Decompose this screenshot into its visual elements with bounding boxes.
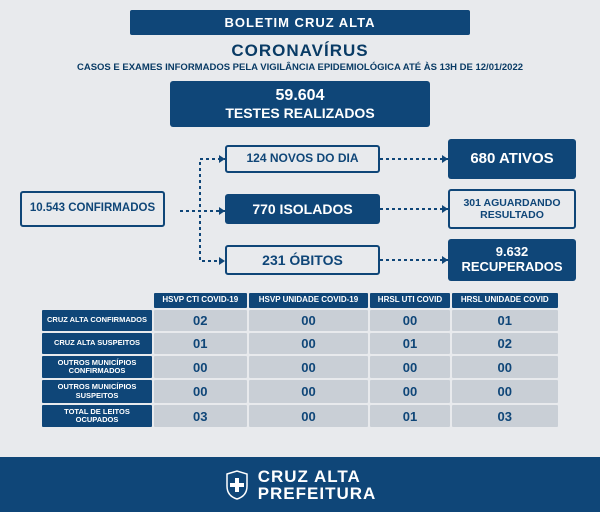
table-cell: 00 — [154, 356, 247, 379]
table-cell: 00 — [154, 380, 247, 403]
table-row: TOTAL DE LEITOS OCUPADOS03000103 — [42, 405, 558, 428]
deaths-text: 231 ÓBITOS — [262, 252, 343, 268]
table-cell: 00 — [370, 356, 449, 379]
table-cell: 00 — [370, 380, 449, 403]
table-cell: 01 — [452, 310, 558, 331]
recovered-box: 9.632 RECUPERADOS — [448, 239, 576, 281]
table-row: CRUZ ALTA SUSPEITOS01000102 — [42, 333, 558, 354]
waiting-label: RESULTADO — [480, 209, 544, 221]
new-cases-text: 124 NOVOS DO DIA — [246, 152, 358, 166]
active-box: 680 ATIVOS — [448, 139, 576, 179]
table-row: OUTROS MUNICÍPIOS CONFIRMADOS00000000 — [42, 356, 558, 379]
banner: BOLETIM CRUZ ALTA — [130, 10, 470, 35]
footer-name: CRUZ ALTA — [258, 468, 377, 485]
col-header: HSVP CTI COVID-19 — [154, 293, 247, 308]
crest-icon — [224, 470, 250, 500]
table-cell: 01 — [370, 333, 449, 354]
table-cell: 01 — [154, 333, 247, 354]
table-cell: 00 — [370, 310, 449, 331]
table-cell: 00 — [249, 310, 369, 331]
table-cell: 00 — [249, 380, 369, 403]
table-row: CRUZ ALTA CONFIRMADOS02000001 — [42, 310, 558, 331]
footer-text: CRUZ ALTA PREFEITURA — [258, 468, 377, 502]
table-cell: 00 — [452, 356, 558, 379]
table-cell: 00 — [452, 380, 558, 403]
table-cell: 00 — [249, 405, 369, 428]
table-cell: 00 — [249, 356, 369, 379]
confirmed-text: 10.543 CONFIRMADOS — [30, 202, 155, 215]
page-title: CORONAVÍRUS — [0, 41, 600, 61]
page-subtitle: CASOS E EXAMES INFORMADOS PELA VIGILÂNCI… — [0, 62, 600, 73]
table-cell: 03 — [452, 405, 558, 428]
table-cell: 02 — [154, 310, 247, 331]
row-header: OUTROS MUNICÍPIOS CONFIRMADOS — [42, 356, 152, 379]
isolated-text: 770 ISOLADOS — [252, 201, 352, 217]
row-header: CRUZ ALTA CONFIRMADOS — [42, 310, 152, 331]
table-header-row: HSVP CTI COVID-19 HSVP UNIDADE COVID-19 … — [42, 293, 558, 308]
waiting-num: 301 AGUARDANDO — [463, 197, 560, 209]
table-cell: 02 — [452, 333, 558, 354]
tests-number: 59.604 — [276, 87, 325, 105]
col-header: HSVP UNIDADE COVID-19 — [249, 293, 369, 308]
empty-corner — [42, 293, 152, 308]
tests-box: 59.604 TESTES REALIZADOS — [170, 81, 430, 127]
deaths-box: 231 ÓBITOS — [225, 245, 380, 275]
table-cell: 00 — [249, 333, 369, 354]
beds-table-wrap: HSVP CTI COVID-19 HSVP UNIDADE COVID-19 … — [40, 291, 560, 429]
table-cell: 01 — [370, 405, 449, 428]
table-row: OUTROS MUNICÍPIOS SUSPEITOS00000000 — [42, 380, 558, 403]
isolated-box: 770 ISOLADOS — [225, 194, 380, 224]
recovered-label: RECUPERADOS — [461, 260, 562, 275]
footer-sub: PREFEITURA — [258, 485, 377, 502]
new-cases-box: 124 NOVOS DO DIA — [225, 145, 380, 173]
footer: CRUZ ALTA PREFEITURA — [0, 457, 600, 512]
col-header: HRSL UNIDADE COVID — [452, 293, 558, 308]
row-header: OUTROS MUNICÍPIOS SUSPEITOS — [42, 380, 152, 403]
row-header: CRUZ ALTA SUSPEITOS — [42, 333, 152, 354]
confirmed-box: 10.543 CONFIRMADOS — [20, 191, 165, 227]
table-cell: 03 — [154, 405, 247, 428]
waiting-box: 301 AGUARDANDO RESULTADO — [448, 189, 576, 229]
col-header: HRSL UTI COVID — [370, 293, 449, 308]
active-text: 680 ATIVOS — [470, 150, 553, 167]
recovered-num: 9.632 — [496, 245, 529, 260]
tests-label: TESTES REALIZADOS — [225, 105, 374, 121]
row-header: TOTAL DE LEITOS OCUPADOS — [42, 405, 152, 428]
beds-table: HSVP CTI COVID-19 HSVP UNIDADE COVID-19 … — [40, 291, 560, 429]
